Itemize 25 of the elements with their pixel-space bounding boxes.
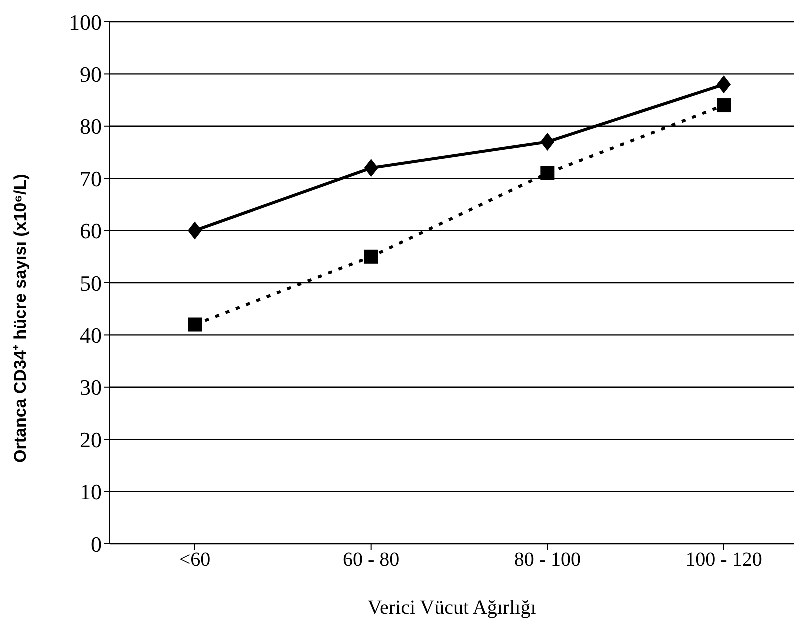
point [364,159,378,178]
point [717,98,731,113]
point [188,318,202,332]
x-tick-label: <60 [179,549,211,572]
y-tick-label: 20 [80,427,102,452]
x-tick-label: 60 - 80 [342,549,400,572]
point [717,76,731,94]
point [364,250,378,264]
y-axis-title: Ortanca CD34⁺ hücre sayısı (x10⁶/L) [11,174,30,463]
x-axis-title: Verici Vücut Ağırlığı [368,597,537,619]
y-tick-label: 100 [69,10,102,35]
point [540,166,555,180]
y-tick-label: 50 [80,270,102,296]
y-tick-label: 10 [80,480,102,505]
y-tick-label: 30 [80,375,102,400]
y-tick-label: 90 [80,62,102,88]
y-tick-label: 60 [80,218,102,244]
y-tick-label: 70 [80,166,102,192]
point [188,222,202,240]
y-tick-label: 40 [80,323,102,348]
y-tick-label: 80 [80,114,102,140]
y-tick-label: 0 [91,532,102,557]
point [540,133,555,152]
x-tick-label: 80 - 100 [514,549,582,572]
x-tick-label: 100 - 120 [686,549,762,572]
